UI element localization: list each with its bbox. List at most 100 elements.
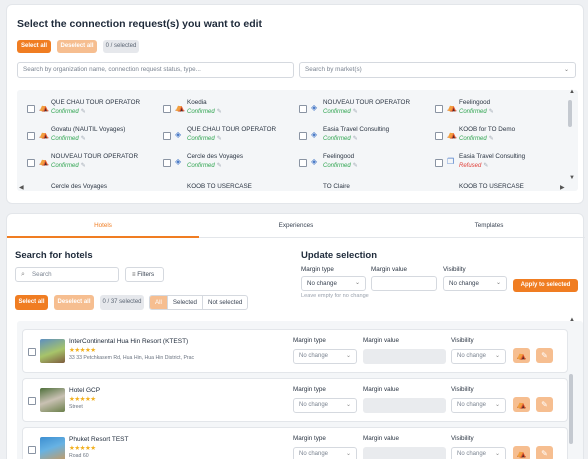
star-rating: ★★★★★ — [69, 396, 96, 403]
checkbox[interactable] — [27, 105, 35, 113]
request-name: QUE CHAU TOUR OPERATOR — [187, 126, 277, 133]
visibility-select[interactable]: No change ⌄ — [451, 349, 506, 364]
checkbox[interactable] — [299, 132, 307, 140]
scroll-down-arrow-icon[interactable]: ▼ — [569, 175, 575, 181]
edit-icon[interactable]: ✎ — [536, 348, 553, 363]
apply-to-selected-button[interactable]: Apply to selected — [513, 279, 578, 292]
hotel-thumbnail — [40, 388, 65, 412]
request-name: Cercle des Voyages — [187, 153, 244, 160]
request-item[interactable]: ❐ Easia Travel Consulting Refused ✎ — [435, 153, 565, 175]
segment-selected[interactable]: Selected — [168, 296, 203, 309]
hotel-row[interactable]: InterContinental Hua Hin Resort (KTEST) … — [22, 329, 568, 373]
bed-icon[interactable]: ⛺ — [513, 397, 530, 412]
request-item[interactable]: ◈ Easia Travel Consulting Confirmed ✎ — [299, 126, 429, 148]
request-item[interactable]: KOOB TO USERCASE — [435, 180, 565, 191]
scroll-left-arrow-icon[interactable]: ◀ — [19, 185, 24, 191]
pencil-icon[interactable]: ✎ — [80, 136, 86, 142]
pencil-icon[interactable]: ✎ — [80, 163, 86, 169]
margin-type-select[interactable]: No change ⌄ — [293, 349, 357, 364]
pencil-icon[interactable]: ✎ — [216, 136, 222, 142]
request-item[interactable]: ◈ NOUVEAU TOUR OPERATOR Confirmed ✎ — [299, 99, 429, 121]
request-item[interactable]: ⛺ Govatu (NAUTIL Voyages) Confirmed ✎ — [27, 126, 157, 148]
margin-type-select[interactable]: No change ⌄ — [301, 276, 366, 291]
request-item[interactable]: ⛺ QUE CHAU TOUR OPERATOR Confirmed ✎ — [27, 99, 157, 121]
pencil-icon[interactable]: ✎ — [483, 163, 489, 169]
checkbox[interactable] — [163, 159, 171, 167]
tab-hotels[interactable]: Hotels — [94, 222, 112, 229]
request-item[interactable]: KOOB TO USERCASE — [163, 180, 293, 191]
checkbox[interactable] — [299, 159, 307, 167]
hotel-thumbnail — [40, 339, 65, 363]
select-all-button[interactable]: Select all — [17, 40, 51, 53]
checkbox[interactable] — [299, 105, 307, 113]
pencil-icon[interactable]: ✎ — [352, 109, 358, 115]
segment-all[interactable]: All — [150, 296, 168, 309]
margin-type-select[interactable]: No change ⌄ — [293, 447, 357, 459]
edit-icon[interactable]: ✎ — [536, 446, 553, 459]
status-text: Confirmed — [187, 109, 215, 115]
checkbox[interactable] — [163, 132, 171, 140]
chevron-down-icon: ⌄ — [495, 280, 501, 286]
pencil-icon[interactable]: ✎ — [352, 136, 358, 142]
scroll-up-arrow-icon[interactable]: ▲ — [569, 317, 575, 323]
checkbox[interactable] — [435, 159, 443, 167]
checkbox[interactable] — [28, 446, 36, 454]
request-status: Confirmed ✎ — [51, 135, 86, 142]
pencil-icon[interactable]: ✎ — [216, 109, 222, 115]
request-item[interactable]: Cercle des Voyages — [27, 180, 157, 191]
request-item[interactable]: ⛺ KOOB for TO Demo Confirmed ✎ — [435, 126, 565, 148]
request-status: Confirmed ✎ — [187, 135, 222, 142]
request-item[interactable]: ◈ Cercle des Voyages Confirmed ✎ — [163, 153, 293, 175]
checkbox[interactable] — [435, 132, 443, 140]
hotel-list: InterContinental Hua Hin Resort (KTEST) … — [17, 321, 583, 459]
bed-icon[interactable]: ⛺ — [513, 348, 530, 363]
checkbox[interactable] — [27, 159, 35, 167]
visibility-select[interactable]: No change ⌄ — [443, 276, 507, 291]
pencil-icon[interactable]: ✎ — [352, 163, 358, 169]
checkbox[interactable] — [28, 397, 36, 405]
vertical-scrollbar[interactable] — [568, 100, 572, 127]
margin-value-label: Margin value — [371, 266, 408, 273]
margin-value-input[interactable] — [363, 349, 446, 364]
tab-experiences[interactable]: Experiences — [278, 222, 314, 229]
request-item[interactable]: ⛺ NOUVEAU TOUR OPERATOR Confirmed ✎ — [27, 153, 157, 175]
request-item[interactable]: ◈ Feelingood Confirmed ✎ — [299, 153, 429, 175]
scroll-right-arrow-icon[interactable]: ▶ — [560, 185, 565, 191]
deselect-all-button[interactable]: Deselect all — [57, 40, 97, 53]
checkbox[interactable] — [435, 105, 443, 113]
hotel-search-input[interactable]: ⌕ Search — [15, 267, 119, 282]
pencil-icon[interactable]: ✎ — [80, 109, 86, 115]
hotel-name: InterContinental Hua Hin Resort (KTEST) — [69, 338, 189, 345]
filters-button[interactable]: ≡ Filters — [125, 267, 164, 282]
scroll-up-arrow-icon[interactable]: ▲ — [569, 89, 575, 95]
vertical-scrollbar[interactable] — [569, 374, 573, 444]
segment-not-selected[interactable]: Not selected — [207, 299, 243, 306]
chevron-down-icon: ⌄ — [354, 280, 360, 286]
pencil-icon[interactable]: ✎ — [488, 136, 494, 142]
request-item[interactable]: ◈ QUE CHAU TOUR OPERATOR Confirmed ✎ — [163, 126, 293, 148]
request-item[interactable]: ⛺ Feelingood Confirmed ✎ — [435, 99, 565, 121]
hotels-deselect-all-button[interactable]: Deselect all — [54, 295, 94, 310]
request-search-input[interactable]: Search by organization name, connection … — [17, 62, 294, 78]
checkbox[interactable] — [27, 132, 35, 140]
margin-type-select[interactable]: No change ⌄ — [293, 398, 357, 413]
checkbox[interactable] — [28, 348, 36, 356]
pencil-icon[interactable]: ✎ — [488, 109, 494, 115]
selection-filter-segmented[interactable]: All Selected Not selected — [149, 295, 249, 310]
margin-value-input[interactable] — [371, 276, 437, 291]
visibility-select[interactable]: No change ⌄ — [451, 447, 506, 459]
hotels-select-all-button[interactable]: Select all — [15, 295, 48, 310]
tab-templates[interactable]: Templates — [474, 222, 504, 229]
margin-value-input[interactable] — [363, 398, 446, 413]
margin-value-input[interactable] — [363, 447, 446, 459]
checkbox[interactable] — [163, 105, 171, 113]
request-item[interactable]: ⛺ Koedia Confirmed ✎ — [163, 99, 293, 121]
edit-icon[interactable]: ✎ — [536, 397, 553, 412]
hotel-row[interactable]: Phuket Resort TEST ★★★★★ Road 60 Margin … — [22, 427, 568, 459]
visibility-select[interactable]: No change ⌄ — [451, 398, 506, 413]
bed-icon[interactable]: ⛺ — [513, 446, 530, 459]
request-item[interactable]: TO Claire — [299, 180, 429, 191]
pencil-icon[interactable]: ✎ — [216, 163, 222, 169]
market-search-select[interactable]: Search by market(s) ⌄ — [299, 62, 576, 78]
hotel-row[interactable]: Hotel GCP ★★★★★ Street Margin type Margi… — [22, 378, 568, 422]
